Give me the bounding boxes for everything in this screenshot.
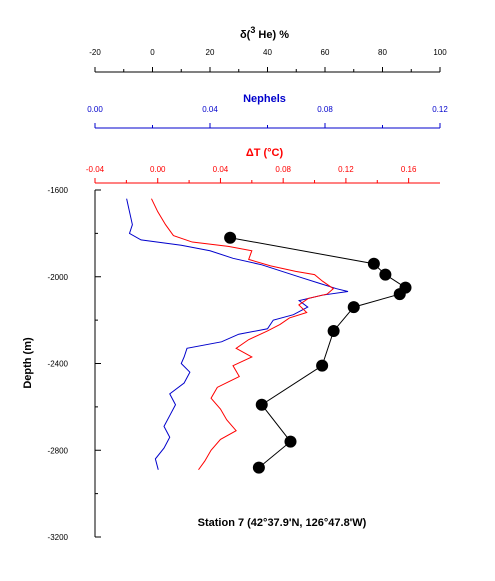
he-data-point: [327, 324, 340, 337]
dt-tick-label: -0.04: [86, 165, 105, 174]
axes-layer: -20 0 20 40 60 80 100 δ(3 He) % 0.00 0.04 0.08 0.12…: [22, 25, 448, 542]
he-tick-label: 0: [150, 48, 155, 57]
dt-tick-label: 0.08: [275, 165, 291, 174]
dt-tick-label: 0.04: [213, 165, 229, 174]
he-tick-label: -20: [89, 48, 101, 57]
he-tick-label: 60: [321, 48, 330, 57]
series-layer: [126, 198, 412, 474]
dt-tick-label: 0.16: [401, 165, 417, 174]
he-data-point: [393, 288, 406, 301]
he-tick-label: 20: [206, 48, 215, 57]
he-data-point: [379, 268, 392, 281]
he-data-point: [316, 359, 329, 372]
he-data-point: [255, 398, 268, 411]
he-data-point: [367, 257, 380, 270]
dt-tick-label: 0.00: [150, 165, 166, 174]
depth-tick-label: -2800: [48, 446, 69, 455]
depth-axis-title: Depth (m): [22, 337, 34, 389]
depth-tick-label: -2400: [48, 360, 69, 369]
dt-axis-title: ΔT (°C): [246, 147, 284, 159]
he-data-point: [224, 231, 237, 244]
he-data-point: [347, 301, 360, 314]
neph-tick-label: 0.04: [202, 105, 218, 114]
dt-tick-label: 0.12: [338, 165, 354, 174]
depth-tick-label: -1600: [48, 186, 69, 195]
dt-profile-line: [151, 198, 335, 471]
chart-caption: Station 7 (42°37.9'N, 126°47.8'W): [198, 517, 367, 529]
he-axis-title: δ(3 He) %: [240, 25, 289, 41]
he-tick-label: 100: [433, 48, 447, 57]
he-connector-line: [230, 237, 407, 468]
depth-tick-label: -2000: [48, 273, 69, 282]
depth-tick-label: -3200: [48, 533, 69, 542]
he-tick-label: 40: [263, 48, 272, 57]
he-data-point: [252, 461, 265, 474]
neph-profile-line: [126, 198, 349, 470]
neph-tick-label: 0.12: [432, 105, 448, 114]
neph-tick-label: 0.00: [87, 105, 103, 114]
neph-axis-title: Nephels: [243, 93, 286, 105]
he-data-point: [284, 435, 297, 448]
he-tick-label: 80: [378, 48, 387, 57]
neph-tick-label: 0.08: [317, 105, 333, 114]
